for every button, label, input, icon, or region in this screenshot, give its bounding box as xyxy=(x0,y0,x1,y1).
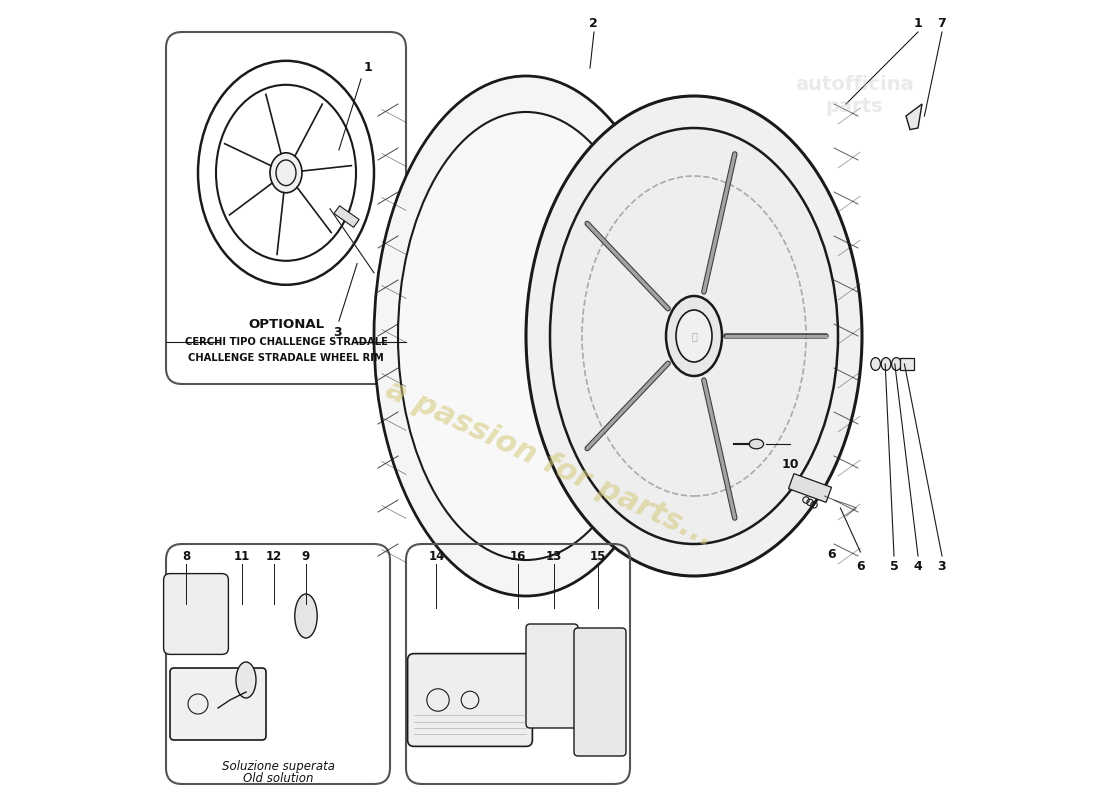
Text: 1: 1 xyxy=(914,17,923,30)
Ellipse shape xyxy=(666,296,722,376)
Ellipse shape xyxy=(526,96,862,576)
Text: 13: 13 xyxy=(546,550,562,562)
FancyBboxPatch shape xyxy=(574,628,626,756)
Text: 15: 15 xyxy=(590,550,606,562)
Ellipse shape xyxy=(871,358,880,370)
Text: 3: 3 xyxy=(937,560,946,573)
Text: CHALLENGE STRADALE WHEEL RIM: CHALLENGE STRADALE WHEEL RIM xyxy=(188,353,384,362)
Ellipse shape xyxy=(398,112,654,560)
FancyBboxPatch shape xyxy=(408,654,532,746)
Ellipse shape xyxy=(881,358,891,370)
Text: Old solution: Old solution xyxy=(243,772,314,785)
Bar xyxy=(900,358,914,370)
Bar xyxy=(789,474,832,502)
Text: 🐎: 🐎 xyxy=(691,331,697,341)
Ellipse shape xyxy=(295,594,317,638)
Text: a passion for parts...: a passion for parts... xyxy=(382,375,718,553)
Ellipse shape xyxy=(374,76,678,596)
Text: 11: 11 xyxy=(234,550,250,562)
Text: 4: 4 xyxy=(914,560,923,573)
Ellipse shape xyxy=(676,310,712,362)
Text: 14: 14 xyxy=(428,550,444,562)
Text: OPTIONAL: OPTIONAL xyxy=(248,318,324,330)
Text: 2: 2 xyxy=(588,17,597,30)
Text: 12: 12 xyxy=(266,550,282,562)
FancyBboxPatch shape xyxy=(164,574,229,654)
Text: 6: 6 xyxy=(856,560,865,573)
Text: 16: 16 xyxy=(509,550,526,562)
Text: 7: 7 xyxy=(937,17,946,30)
Ellipse shape xyxy=(892,358,901,370)
FancyBboxPatch shape xyxy=(170,668,266,740)
Ellipse shape xyxy=(270,153,302,193)
Text: 8: 8 xyxy=(182,550,190,562)
Text: 1: 1 xyxy=(364,61,373,74)
Text: 5: 5 xyxy=(890,560,899,573)
Text: autofficina
parts: autofficina parts xyxy=(794,75,913,117)
Text: Soluzione superata: Soluzione superata xyxy=(221,760,334,773)
Polygon shape xyxy=(906,104,922,130)
Bar xyxy=(334,206,360,227)
Text: 3: 3 xyxy=(333,326,342,339)
Text: 6: 6 xyxy=(827,548,836,561)
Text: 10: 10 xyxy=(781,458,799,470)
Ellipse shape xyxy=(550,128,838,544)
Ellipse shape xyxy=(749,439,763,449)
Text: CERCHI TIPO CHALLENGE STRADALE: CERCHI TIPO CHALLENGE STRADALE xyxy=(185,338,387,347)
Ellipse shape xyxy=(236,662,256,698)
Text: 9: 9 xyxy=(301,550,310,562)
FancyBboxPatch shape xyxy=(526,624,578,728)
